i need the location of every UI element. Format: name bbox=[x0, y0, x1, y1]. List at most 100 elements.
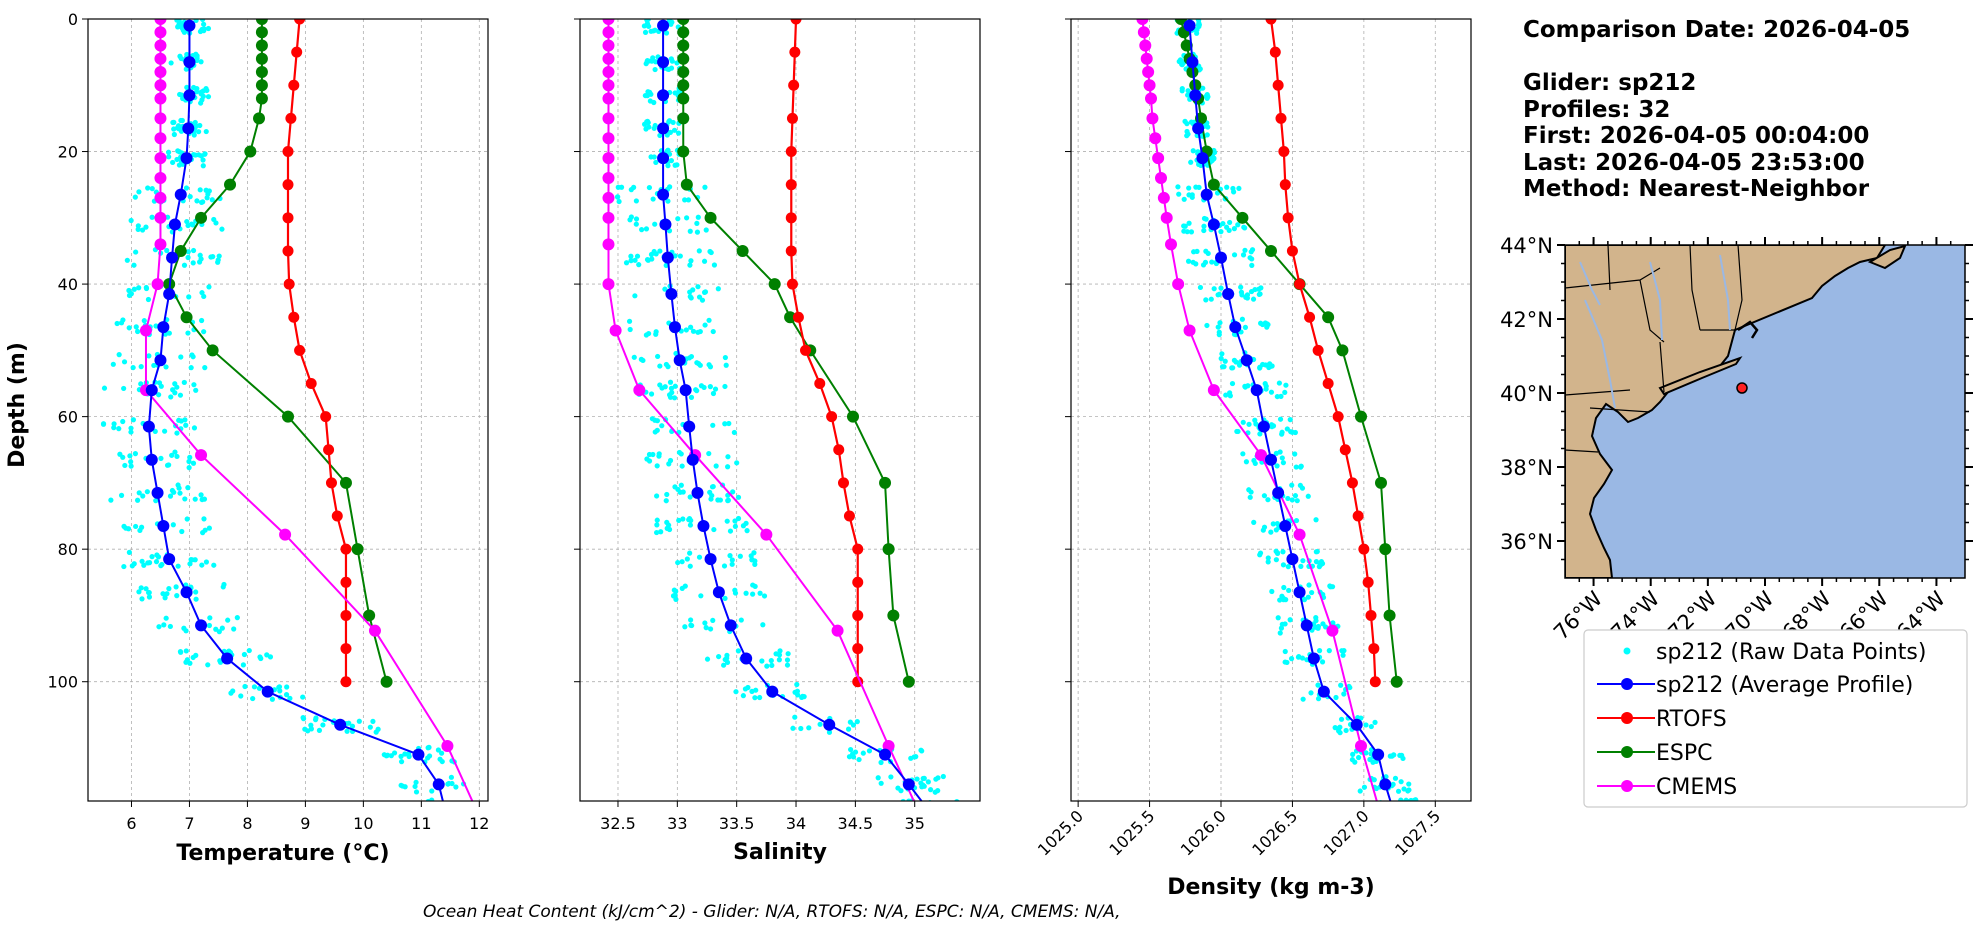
raw-data-point bbox=[707, 626, 714, 632]
raw-data-point bbox=[200, 19, 206, 23]
raw-data-point bbox=[183, 66, 189, 72]
raw-data-point bbox=[1218, 285, 1224, 291]
rtofs-point bbox=[294, 19, 306, 25]
raw-data-point bbox=[164, 247, 170, 254]
raw-data-point bbox=[139, 524, 145, 530]
raw-data-point bbox=[695, 329, 701, 335]
raw-data-point bbox=[1185, 258, 1192, 264]
avg-point bbox=[823, 718, 836, 731]
x-tick-label: 34 bbox=[786, 814, 806, 833]
raw-data-point bbox=[632, 293, 638, 299]
raw-data-point bbox=[169, 487, 176, 494]
raw-data-point bbox=[918, 747, 924, 753]
avg-point bbox=[180, 152, 193, 165]
raw-data-point bbox=[468, 807, 473, 812]
raw-data-point bbox=[164, 591, 170, 597]
raw-data-point bbox=[914, 776, 920, 782]
raw-data-point bbox=[737, 553, 743, 559]
raw-data-point bbox=[284, 684, 290, 690]
raw-data-point bbox=[1235, 222, 1241, 228]
raw-data-point bbox=[1270, 423, 1277, 429]
raw-data-point bbox=[1204, 92, 1210, 98]
raw-data-point bbox=[655, 353, 661, 360]
raw-data-point bbox=[1219, 351, 1225, 357]
raw-data-point bbox=[1216, 329, 1222, 335]
avg-point bbox=[1222, 288, 1235, 301]
raw-data-point bbox=[684, 215, 690, 221]
raw-data-point bbox=[710, 390, 717, 397]
raw-data-point bbox=[300, 714, 306, 721]
raw-data-point bbox=[443, 810, 448, 815]
x-tick-label: 1025.0 bbox=[1034, 806, 1087, 859]
raw-data-point bbox=[652, 221, 658, 227]
rtofs-point bbox=[786, 112, 798, 124]
raw-data-point bbox=[1395, 788, 1402, 794]
raw-data-point bbox=[623, 260, 630, 266]
avg-point bbox=[334, 718, 347, 731]
raw-data-point bbox=[751, 550, 757, 556]
raw-data-point bbox=[1243, 459, 1250, 465]
avg-point bbox=[1372, 748, 1385, 761]
raw-data-point bbox=[1203, 297, 1209, 303]
x-tick-label: 32.5 bbox=[600, 814, 636, 833]
raw-data-point bbox=[413, 789, 420, 795]
espc-point bbox=[380, 675, 393, 688]
cmems-point bbox=[1155, 172, 1167, 185]
raw-data-point bbox=[166, 462, 172, 468]
raw-data-point bbox=[149, 214, 155, 220]
avg-point bbox=[1207, 218, 1220, 231]
raw-data-point bbox=[1240, 419, 1246, 425]
raw-data-point bbox=[878, 759, 884, 766]
raw-data-point bbox=[1338, 682, 1344, 688]
raw-data-point bbox=[654, 463, 660, 469]
raw-data-point bbox=[267, 654, 274, 660]
rtofs-point bbox=[852, 609, 864, 621]
raw-data-point bbox=[845, 726, 852, 732]
raw-data-point bbox=[161, 622, 167, 628]
raw-data-point bbox=[724, 652, 730, 658]
espc-point bbox=[677, 26, 690, 39]
raw-data-point bbox=[1350, 751, 1356, 757]
raw-data-point bbox=[1277, 416, 1284, 422]
raw-data-point bbox=[790, 725, 796, 731]
raw-data-point bbox=[203, 128, 209, 135]
last-time: Last: 2026-04-05 23:53:00 bbox=[1523, 150, 1865, 176]
raw-data-point bbox=[1201, 227, 1207, 234]
info-block: Comparison Date: 2026-04-05 Glider: sp21… bbox=[1523, 17, 1910, 202]
raw-data-point bbox=[133, 523, 139, 530]
cmems-point bbox=[1207, 384, 1220, 397]
raw-data-point bbox=[206, 284, 212, 290]
rtofs-point bbox=[1304, 311, 1316, 323]
raw-data-point bbox=[943, 802, 948, 807]
raw-data-point bbox=[928, 787, 934, 793]
avg-point bbox=[661, 251, 674, 264]
rtofs-point bbox=[325, 477, 337, 489]
raw-data-point bbox=[643, 126, 649, 132]
raw-data-point bbox=[716, 653, 722, 660]
raw-data-point bbox=[688, 394, 695, 400]
avg-point bbox=[180, 586, 193, 599]
raw-data-point bbox=[183, 422, 189, 428]
raw-data-point bbox=[1280, 562, 1287, 568]
rtofs-point bbox=[282, 179, 294, 191]
raw-data-point bbox=[1239, 316, 1246, 322]
raw-data-point bbox=[1406, 787, 1412, 793]
cmems-point bbox=[1140, 52, 1153, 65]
raw-data-point bbox=[652, 66, 658, 73]
raw-data-point bbox=[1292, 493, 1299, 499]
cmems-point bbox=[154, 52, 167, 65]
raw-data-point bbox=[186, 294, 192, 300]
cmems-point bbox=[602, 278, 615, 291]
raw-data-point bbox=[1196, 184, 1202, 191]
raw-data-point bbox=[695, 361, 702, 367]
raw-data-point bbox=[191, 382, 197, 388]
raw-data-point bbox=[190, 222, 196, 228]
raw-data-point bbox=[444, 805, 449, 810]
raw-data-point bbox=[139, 596, 145, 602]
raw-data-point bbox=[1252, 417, 1258, 423]
raw-data-point bbox=[118, 492, 125, 498]
avg-point bbox=[1317, 685, 1330, 698]
raw-data-point bbox=[667, 184, 673, 190]
raw-data-point bbox=[130, 417, 137, 423]
cmems-point bbox=[1149, 132, 1162, 145]
